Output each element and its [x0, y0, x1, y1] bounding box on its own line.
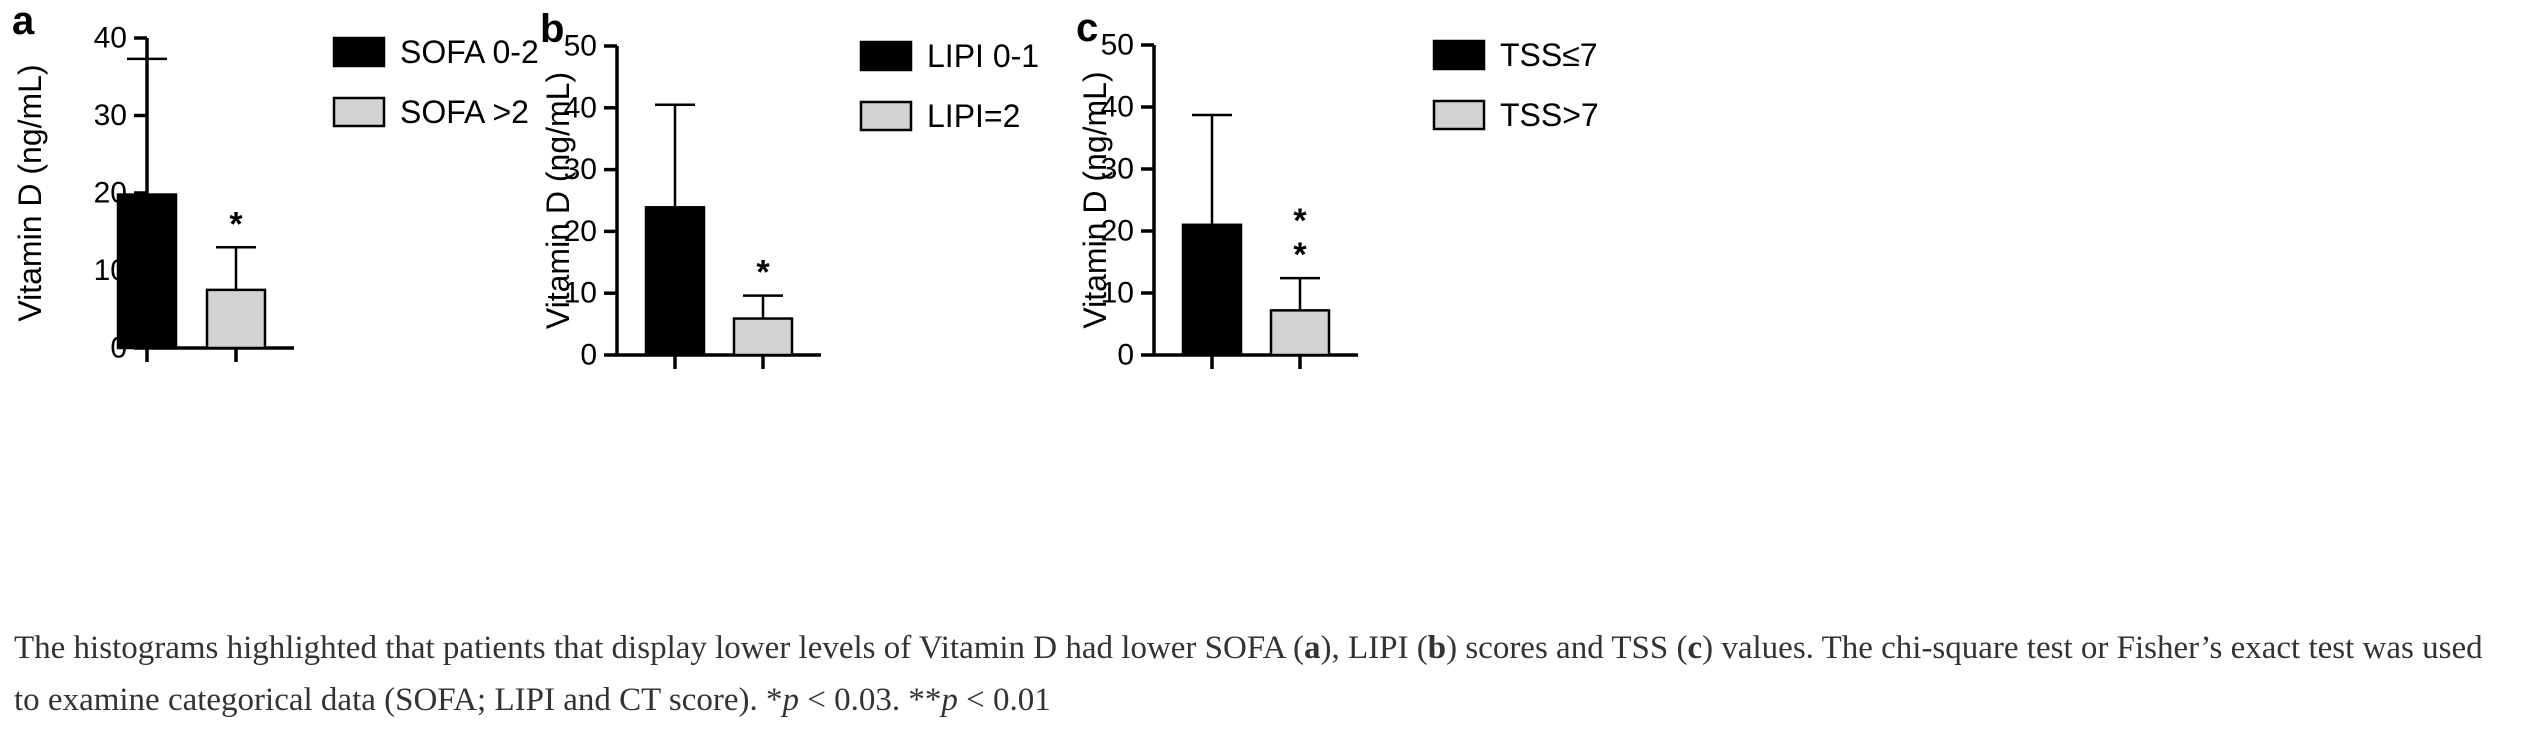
- legend-label: TSS>7: [1500, 97, 1599, 133]
- caption-text: ) values. The chi-square test or Fisher’…: [14, 630, 2483, 718]
- y-tick-label: 40: [1101, 91, 1134, 124]
- y-axis-label: Vitamin D (ng/mL): [540, 72, 576, 329]
- caption-p-variable: p: [941, 682, 958, 718]
- bar: [1181, 223, 1243, 357]
- bar: [644, 206, 706, 357]
- caption-panel-c: c: [1687, 630, 1703, 666]
- y-tick-label: 30: [94, 99, 127, 132]
- chart-panel-c: c Vitamin D (ng/mL)0 10 20 30 40 50 ** TSS≤7 TSS>…: [1076, 6, 1599, 372]
- y-tick-label: 0: [580, 339, 597, 372]
- y-tick-label: 40: [564, 91, 597, 124]
- caption-p-variable: p: [782, 682, 800, 718]
- bar: [732, 317, 794, 357]
- legend-swatch: [859, 40, 913, 72]
- significance-marker: *: [1293, 236, 1307, 274]
- y-axis-label: Vitamin D (ng/mL): [1077, 71, 1113, 328]
- bar: [205, 288, 267, 350]
- caption-text: The histograms highlighted that patients…: [14, 630, 1305, 666]
- legend-label: LIPI 0-1: [927, 38, 1039, 74]
- caption-text: < 0.03. **: [799, 682, 942, 718]
- y-tick-label: 30: [1101, 153, 1134, 186]
- significance-marker: *: [1293, 202, 1307, 240]
- y-tick-label: 20: [1101, 215, 1134, 248]
- y-tick-label: 50: [1101, 29, 1134, 62]
- significance-marker: *: [229, 205, 243, 243]
- legend-label: LIPI=2: [927, 98, 1020, 134]
- panel-letter: c: [1076, 6, 1098, 50]
- legend-swatch: [332, 96, 386, 128]
- y-tick-label: 0: [1117, 339, 1134, 372]
- legend-swatch: [1432, 99, 1486, 131]
- y-axis-label: Vitamin D (ng/mL): [12, 64, 48, 321]
- panel-letter: b: [540, 7, 564, 51]
- y-tick-label: 50: [564, 30, 597, 63]
- chart-panel-b: b Vitamin D (ng/mL)0 10 20 30 40 50 * LIPI 0-1 LI…: [540, 7, 1039, 372]
- y-tick-label: 30: [564, 153, 597, 186]
- legend-swatch: [859, 100, 913, 132]
- y-tick-label: 10: [1101, 277, 1134, 310]
- legend-swatch: [332, 36, 386, 68]
- caption-text: ) scores and TSS (: [1446, 630, 1688, 666]
- legend-label: SOFA 0-2: [400, 34, 539, 70]
- caption-panel-a: a: [1304, 630, 1321, 666]
- y-tick-label: 10: [564, 277, 597, 310]
- figure-caption: The histograms highlighted that patients…: [14, 622, 2504, 726]
- caption-text: < 0.01: [957, 682, 1051, 718]
- y-tick-label: 40: [94, 22, 127, 55]
- panel-letter: a: [12, 0, 35, 43]
- y-tick-label: 20: [564, 215, 597, 248]
- legend-label: SOFA >2: [400, 94, 529, 130]
- caption-text: ), LIPI (: [1320, 630, 1428, 666]
- significance-marker: *: [756, 254, 770, 292]
- legend-swatch: [1432, 39, 1486, 71]
- legend-label: TSS≤7: [1500, 37, 1598, 73]
- bar: [116, 193, 178, 350]
- bar: [1269, 309, 1331, 357]
- caption-panel-b: b: [1427, 630, 1447, 666]
